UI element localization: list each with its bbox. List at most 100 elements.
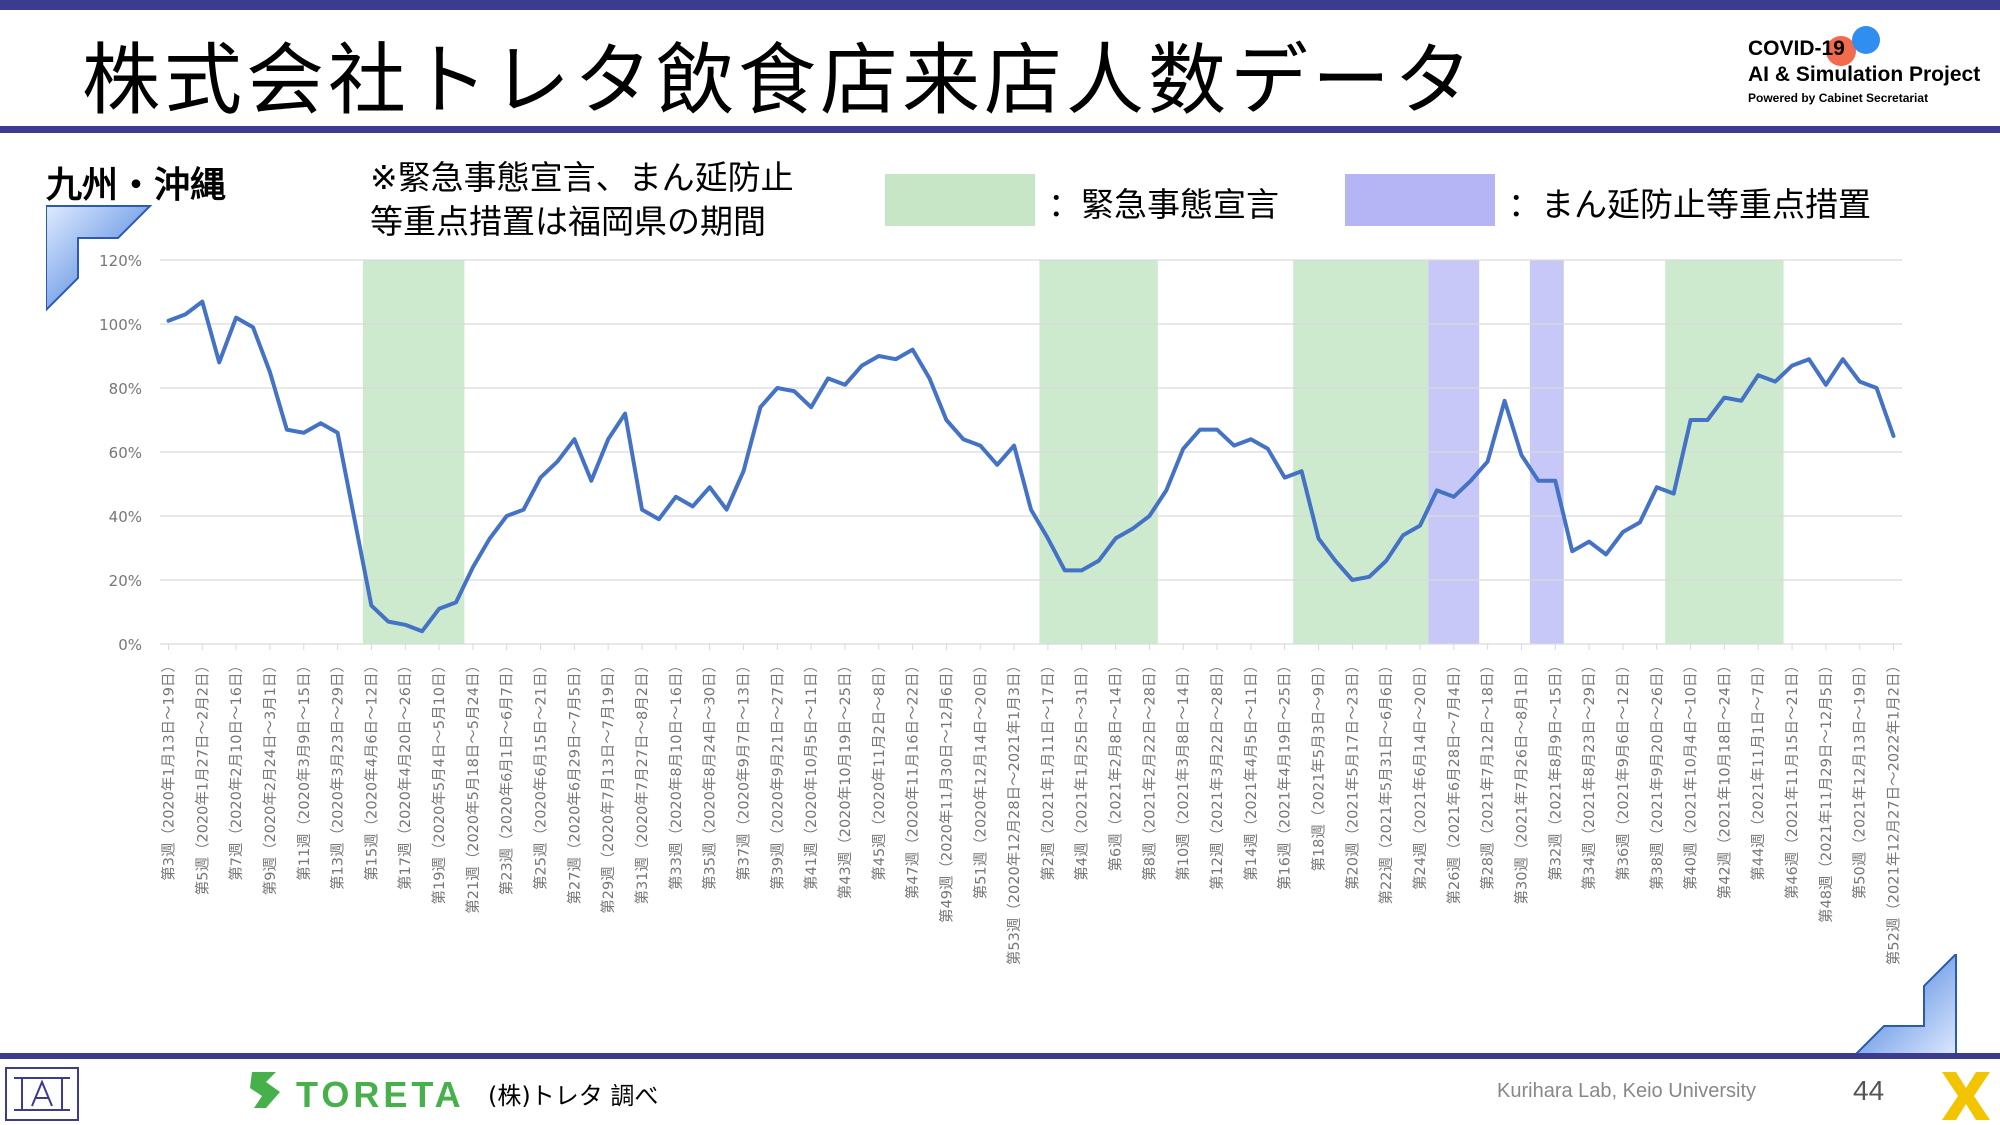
corner-arrow-top-left-icon bbox=[46, 205, 153, 312]
data-point bbox=[471, 565, 475, 569]
data-point bbox=[1790, 364, 1794, 368]
x-tick-label: 第49週（2020年11月30日～12月6日） bbox=[937, 658, 955, 923]
data-point bbox=[623, 412, 627, 416]
data-point bbox=[335, 431, 340, 435]
logo-line-1: COVID-19 bbox=[1748, 37, 1845, 60]
x-tick-label: 第37週（2020年9月7日～13日） bbox=[734, 658, 752, 881]
data-point bbox=[1469, 479, 1473, 483]
data-point bbox=[860, 364, 864, 368]
data-point bbox=[1198, 428, 1202, 432]
data-point bbox=[1063, 568, 1067, 572]
x-tick-label: 第23週（2020年6月1日～6月7日） bbox=[498, 658, 516, 895]
x-tick-label: 第47週（2020年11月16日～22日） bbox=[904, 658, 922, 899]
y-tick-label: 40% bbox=[109, 508, 142, 526]
data-point bbox=[758, 405, 762, 409]
x-tick-label: 第29週（2020年7月13日～7月19日） bbox=[599, 658, 617, 914]
data-point bbox=[1452, 495, 1456, 499]
data-point bbox=[285, 428, 289, 432]
data-point bbox=[1113, 536, 1118, 540]
x-tick-label: 第21週（2020年5月18日～5月24日） bbox=[464, 658, 482, 914]
data-point bbox=[1046, 536, 1050, 540]
x-tick-label: 第31週（2020年7月27日～8月2日） bbox=[633, 658, 651, 904]
data-point bbox=[1536, 479, 1540, 483]
data-point bbox=[234, 316, 238, 320]
ai-lab-logo-icon bbox=[5, 1067, 79, 1121]
x-tick-label: 第32週（2021年8月9日～15日） bbox=[1546, 658, 1564, 881]
data-point bbox=[1012, 444, 1016, 448]
data-point bbox=[1401, 533, 1405, 537]
data-point bbox=[826, 376, 830, 380]
visitor-line-chart: 0% 20% 40% 60% 80% 100% 120% 第3週（2020年1月13日～19日… bbox=[99, 252, 1902, 965]
x-tick-label: 第2週（2021年1月11日～17日） bbox=[1039, 658, 1057, 881]
header-top-bar bbox=[0, 0, 2000, 10]
data-point bbox=[1672, 492, 1676, 496]
data-point bbox=[555, 460, 560, 464]
x-tick-label: 第17週（2020年4月20日～26日） bbox=[396, 658, 414, 890]
x-tick-label: 第3週（2020年1月13日～19日） bbox=[159, 658, 177, 881]
data-point bbox=[1435, 488, 1439, 492]
x-tick-label: 第35週（2020年8月24日～30日） bbox=[701, 658, 719, 890]
data-point bbox=[1553, 479, 1557, 483]
x-tick-label: 第6週（2021年2月8日～14日） bbox=[1107, 658, 1125, 872]
data-point bbox=[1316, 536, 1321, 540]
data-point bbox=[1147, 514, 1151, 518]
data-point bbox=[961, 437, 965, 441]
x-tick-label: 第14週（2021年4月5日～11日） bbox=[1242, 658, 1260, 881]
period-note-line-2: 等重点措置は福岡県の期間 bbox=[370, 202, 766, 241]
data-point bbox=[1350, 578, 1354, 582]
data-point bbox=[538, 476, 543, 480]
data-point bbox=[1519, 453, 1524, 457]
data-point bbox=[1858, 380, 1862, 384]
x-tick-label: 第12週（2021年3月22日～28日） bbox=[1208, 658, 1226, 890]
data-point bbox=[166, 319, 171, 323]
logo-line-2: AI & Simulation Project bbox=[1748, 63, 1981, 86]
data-point bbox=[437, 607, 441, 611]
data-point bbox=[724, 508, 729, 512]
toreta-brand: TORETA bbox=[296, 1074, 465, 1115]
x-tick-label: 第53週（2020年12月28日～2021年1月3日） bbox=[1005, 658, 1023, 965]
data-point bbox=[674, 495, 678, 499]
data-point bbox=[1333, 559, 1338, 563]
x-tick-label: 第22週（2021年5月31日～6月6日） bbox=[1377, 658, 1395, 904]
data-point bbox=[420, 629, 424, 633]
y-tick-label: 100% bbox=[99, 316, 142, 334]
data-point bbox=[1621, 530, 1625, 534]
data-point bbox=[1249, 437, 1253, 441]
data-point bbox=[200, 300, 204, 304]
legend-emergency-label: ：緊急事態宣言 bbox=[1048, 185, 1279, 224]
data-point bbox=[1638, 520, 1642, 524]
data-point bbox=[1283, 476, 1287, 480]
x-tick-label: 第4週（2021年1月25日～31日） bbox=[1073, 658, 1091, 881]
legend-emergency-swatch bbox=[885, 174, 1035, 226]
x-tick-label: 第10週（2021年3月8日～14日） bbox=[1174, 658, 1192, 881]
data-point bbox=[1570, 549, 1574, 553]
x-tick-label: 第15週（2020年4月6日～12日） bbox=[362, 658, 380, 881]
data-point bbox=[1367, 575, 1371, 579]
x-tick-label: 第38週（2021年9月20日～26日） bbox=[1648, 658, 1666, 890]
data-point bbox=[1739, 399, 1743, 403]
logo-line-3: Powered by Cabinet Secretariat bbox=[1748, 91, 1929, 105]
data-point bbox=[1130, 527, 1135, 531]
data-point bbox=[657, 517, 661, 521]
data-point bbox=[1029, 508, 1033, 512]
data-point bbox=[1655, 485, 1659, 489]
data-point bbox=[1604, 552, 1608, 556]
x-tick-label: 第34週（2021年8月23日～29日） bbox=[1580, 658, 1598, 890]
logo-blue-dot bbox=[1852, 26, 1880, 54]
data-point bbox=[1773, 380, 1777, 384]
x-tick-label: 第11週（2020年3月9日～15日） bbox=[295, 658, 313, 881]
data-point bbox=[1891, 434, 1896, 438]
data-point bbox=[302, 431, 306, 435]
x-tick-label: 第25週（2020年6月15日～21日） bbox=[532, 658, 550, 890]
logo-orange-dot bbox=[1826, 36, 1856, 66]
data-point bbox=[522, 508, 526, 512]
data-point bbox=[1232, 444, 1236, 448]
data-point bbox=[708, 485, 712, 489]
x-tick-label: 第7週（2020年2月10日～16日） bbox=[227, 658, 245, 881]
y-tick-label: 20% bbox=[109, 572, 142, 590]
data-point bbox=[1756, 373, 1760, 377]
data-point bbox=[352, 517, 357, 521]
x-tick-label: 第48週（2021年11月29日～12月5日） bbox=[1817, 658, 1835, 923]
data-point bbox=[1215, 428, 1219, 432]
data-point bbox=[1080, 568, 1084, 572]
